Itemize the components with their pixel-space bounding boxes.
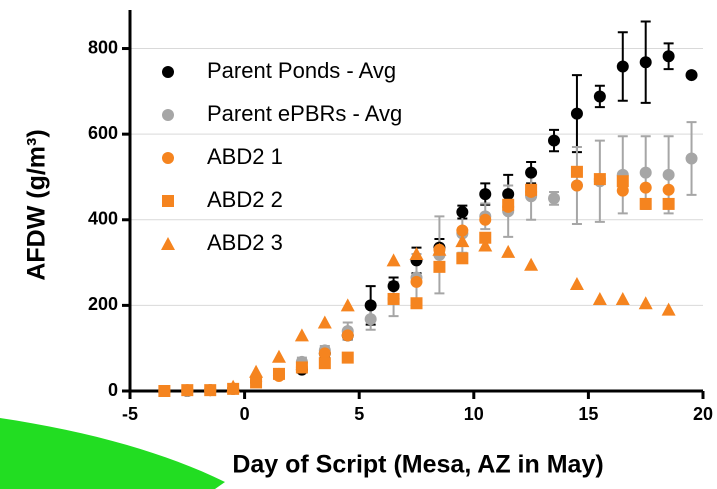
marker-circle [365,313,377,325]
marker-triangle [570,277,584,290]
marker-circle [571,180,583,192]
marker-square [162,195,174,207]
legend-label: Parent Ponds - Avg [207,58,396,83]
marker-triangle [387,253,401,266]
marker-circle [479,214,491,226]
marker-circle [640,56,652,68]
marker-circle [342,329,354,341]
y-tick-label: 400 [88,209,118,229]
marker-square [342,352,354,364]
marker-circle [411,276,423,288]
marker-circle [525,167,537,179]
marker-circle [548,192,560,204]
y-tick-label: 600 [88,123,118,143]
marker-triangle [295,328,309,341]
x-tick-label: 0 [240,404,250,424]
page: {"chart_data": {"type": "scatter", "xlab… [0,0,717,489]
legend-label: ABD2 1 [207,144,283,169]
marker-circle [617,61,629,73]
legend-label: ABD2 3 [207,230,283,255]
marker-circle [663,169,675,181]
marker-square [571,166,583,178]
marker-circle [594,90,606,102]
marker-circle [686,153,698,165]
marker-square [250,376,262,388]
marker-triangle [161,237,175,250]
marker-triangle [272,350,286,363]
x-tick-label: 20 [693,404,713,424]
marker-circle [571,108,583,120]
marker-circle [456,206,468,218]
marker-circle [162,152,174,164]
legend-label: ABD2 2 [207,187,283,212]
marker-square [594,173,606,185]
y-tick-label: 200 [88,294,118,314]
marker-square [388,293,400,305]
marker-triangle [318,316,332,329]
marker-circle [162,66,174,78]
x-tick-label: 5 [354,404,364,424]
marker-square [411,297,423,309]
marker-square [525,184,537,196]
marker-square [433,261,445,273]
marker-circle [640,167,652,179]
y-axis-label: AFDW (g/m³) [23,129,51,280]
chart: Day of Script (Mesa, AZ in May) AFDW (g/… [0,0,717,489]
marker-circle [365,299,377,311]
marker-triangle [524,258,538,271]
marker-triangle [662,303,676,316]
marker-circle [663,50,675,62]
marker-square [319,357,331,369]
legend-label: Parent ePBRs - Avg [207,101,402,126]
marker-square [158,385,170,397]
x-tick-label: -5 [122,404,138,424]
marker-square [617,175,629,187]
marker-square [273,368,285,380]
marker-square [204,384,216,396]
marker-circle [479,188,491,200]
y-tick-label: 0 [108,380,118,400]
marker-triangle [616,292,630,305]
marker-square [181,384,193,396]
marker-square [296,361,308,373]
x-axis-label: Day of Script (Mesa, AZ in May) [232,451,603,479]
marker-circle [388,280,400,292]
marker-triangle [639,296,653,309]
y-tick-label: 800 [88,37,118,57]
marker-circle [663,184,675,196]
marker-circle [686,69,698,81]
marker-circle [502,188,514,200]
marker-square [663,198,675,210]
marker-square [456,252,468,264]
marker-triangle [501,245,515,258]
marker-triangle [249,365,263,378]
highlight-stroke [0,418,225,489]
marker-circle [548,135,560,147]
marker-square [502,199,514,211]
x-tick-label: 10 [464,404,484,424]
marker-circle [162,109,174,121]
marker-square [640,198,652,210]
x-tick-label: 15 [578,404,598,424]
marker-triangle [593,292,607,305]
marker-circle [640,182,652,194]
